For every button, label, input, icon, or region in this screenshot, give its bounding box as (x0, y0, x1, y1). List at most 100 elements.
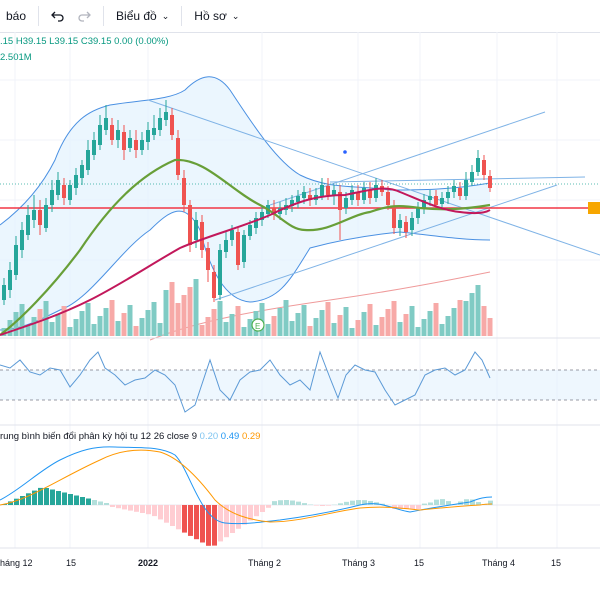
candle-body (416, 208, 420, 218)
volume-bar (79, 311, 85, 336)
candle-body (98, 125, 102, 145)
volume-bar (175, 303, 181, 336)
volume-bar (229, 314, 235, 336)
macd-histogram-bar (146, 505, 151, 515)
candle-body (56, 180, 60, 195)
candle-body (44, 205, 48, 228)
macd-histogram (2, 487, 493, 546)
macd-histogram-bar (254, 505, 259, 517)
macd-histogram-bar (392, 505, 397, 509)
volume-bar (109, 300, 115, 336)
candle-body (230, 230, 234, 240)
candle-body (8, 270, 12, 290)
dividend-marker[interactable] (343, 150, 347, 154)
x-axis-label: 15 (551, 558, 561, 568)
candle-body (290, 200, 294, 206)
macd-histogram-bar (158, 505, 163, 520)
earnings-marker[interactable] (251, 318, 265, 332)
ohlc-close: C39.15 (80, 36, 112, 47)
volume-bar (391, 301, 397, 336)
macd-histogram-bar (368, 500, 373, 505)
bollinger-band-fill (0, 76, 490, 330)
macd-histogram-bar (476, 502, 481, 505)
macd-histogram-bar (230, 505, 235, 533)
redo-button[interactable] (71, 0, 97, 32)
volume-bar (475, 285, 481, 336)
macd-histogram-bar (20, 496, 25, 505)
macd-histogram-bar (218, 505, 223, 542)
volume-bar (91, 324, 97, 336)
candle-body (32, 210, 36, 220)
macd-histogram-bar (44, 488, 49, 505)
volume-bar (85, 303, 91, 336)
volume-bar (271, 316, 277, 336)
candle-body (200, 222, 204, 250)
macd-histogram-bar (32, 490, 37, 505)
volume-bar (487, 318, 493, 336)
volume-bar (115, 321, 121, 336)
macd-value-2: 0.49 (220, 431, 240, 442)
macd-histogram-bar (188, 505, 193, 536)
candle-body (122, 132, 126, 150)
volume-value: 2.501M (0, 52, 32, 63)
candle-body (110, 125, 114, 140)
price-chart[interactable]: E háng 12 15 2022 Tháng 2 Tháng 3 15 Thá… (0, 32, 600, 600)
candle-body (188, 205, 192, 245)
volume-bar (19, 304, 25, 336)
volume-bar (325, 302, 331, 336)
volume-bar (241, 327, 247, 336)
macd-histogram-bar (356, 500, 361, 505)
macd-histogram-bar (344, 501, 349, 505)
candle-body (128, 138, 132, 148)
volume-bar (223, 322, 229, 336)
volume-bar (331, 323, 337, 336)
candle-body (62, 185, 66, 198)
volume-bar (211, 309, 217, 336)
macd-signal-line (0, 449, 493, 523)
macd-histogram-bar (212, 505, 217, 546)
volume-bar (463, 301, 469, 336)
volume-bar (193, 279, 199, 336)
volume-bar (421, 319, 427, 336)
candle-body (14, 245, 18, 275)
macd-histogram-bar (56, 491, 61, 505)
candle-body (2, 285, 6, 300)
macd-histogram-bar (284, 500, 289, 505)
macd-histogram-bar (404, 505, 409, 509)
macd-histogram-bar (320, 505, 325, 506)
ma-green-line (0, 158, 491, 336)
candle-body (248, 225, 252, 236)
macd-histogram-bar (260, 505, 265, 512)
volume-bar (37, 309, 43, 336)
volume-bar (235, 306, 241, 336)
volume-legend: 2.501M (0, 52, 32, 63)
x-axis: háng 12 15 2022 Tháng 2 Tháng 3 15 Tháng… (0, 558, 561, 568)
candle-body (134, 140, 138, 150)
chart-menu-button[interactable]: Biểu đồ ⌄ (110, 0, 175, 32)
candle-body (50, 190, 54, 205)
macd-histogram-bar (248, 505, 253, 521)
macd-histogram-bar (362, 500, 367, 505)
volume-bar (415, 327, 421, 336)
macd-histogram-bar (470, 499, 475, 505)
macd-histogram-bar (26, 493, 31, 505)
candle-body (218, 250, 222, 295)
candle-body (386, 192, 390, 205)
candle-body (212, 272, 216, 298)
volume-bar (277, 308, 283, 336)
profile-menu-button[interactable]: Hồ sơ ⌄ (188, 0, 245, 32)
volume-bar (157, 323, 163, 336)
candle-body (206, 248, 210, 270)
volume-bar (247, 319, 253, 336)
macd-histogram-bar (236, 505, 241, 529)
volume-bar (481, 306, 487, 336)
macd-histogram-bar (272, 501, 277, 505)
macd-histogram-bar (440, 499, 445, 505)
candle-body (344, 198, 348, 208)
alert-button[interactable]: báo (0, 0, 32, 32)
chevron-down-icon: ⌄ (161, 10, 170, 21)
macd-histogram-bar (92, 500, 97, 505)
macd-line (0, 446, 493, 525)
candle-body (302, 192, 306, 198)
undo-button[interactable] (45, 0, 71, 32)
